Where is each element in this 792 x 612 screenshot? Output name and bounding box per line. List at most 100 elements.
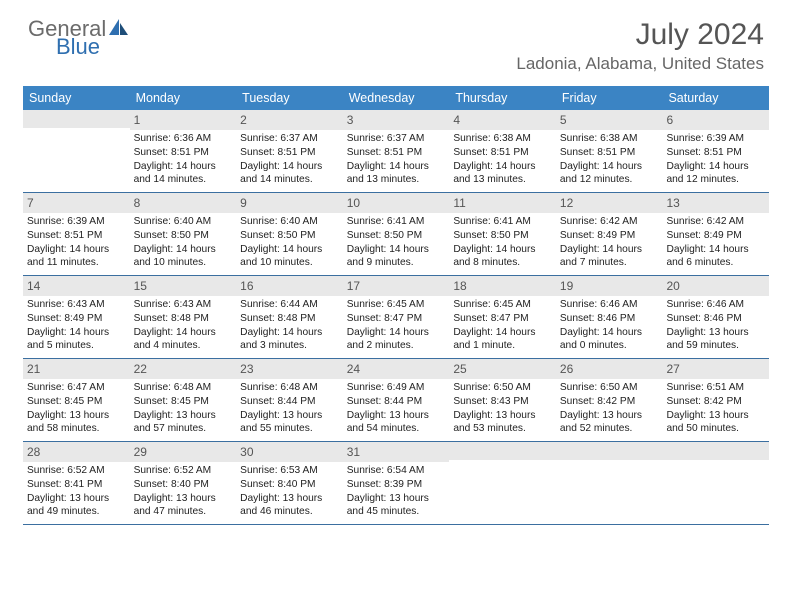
sunset-text: Sunset: 8:51 PM bbox=[453, 146, 552, 160]
day-cell: 19Sunrise: 6:46 AMSunset: 8:46 PMDayligh… bbox=[556, 276, 663, 358]
day-cell: 18Sunrise: 6:45 AMSunset: 8:47 PMDayligh… bbox=[449, 276, 556, 358]
sunrise-text: Sunrise: 6:39 AM bbox=[27, 215, 126, 229]
daylight-text: Daylight: 14 hours and 12 minutes. bbox=[560, 160, 659, 188]
daylight-text: Daylight: 14 hours and 9 minutes. bbox=[347, 243, 446, 271]
sunset-text: Sunset: 8:51 PM bbox=[666, 146, 765, 160]
sunset-text: Sunset: 8:50 PM bbox=[134, 229, 233, 243]
day-number: 8 bbox=[130, 193, 237, 213]
day-number: 17 bbox=[343, 276, 450, 296]
sunset-text: Sunset: 8:43 PM bbox=[453, 395, 552, 409]
sunrise-text: Sunrise: 6:51 AM bbox=[666, 381, 765, 395]
sunrise-text: Sunrise: 6:43 AM bbox=[27, 298, 126, 312]
month-title: July 2024 bbox=[516, 18, 764, 52]
sunset-text: Sunset: 8:47 PM bbox=[453, 312, 552, 326]
daylight-text: Daylight: 13 hours and 52 minutes. bbox=[560, 409, 659, 437]
sunset-text: Sunset: 8:49 PM bbox=[560, 229, 659, 243]
day-cell: 4Sunrise: 6:38 AMSunset: 8:51 PMDaylight… bbox=[449, 110, 556, 192]
day-header-wed: Wednesday bbox=[343, 86, 450, 110]
sunset-text: Sunset: 8:51 PM bbox=[347, 146, 446, 160]
week-row: 14Sunrise: 6:43 AMSunset: 8:49 PMDayligh… bbox=[23, 276, 769, 359]
daylight-text: Daylight: 13 hours and 49 minutes. bbox=[27, 492, 126, 520]
day-header-tue: Tuesday bbox=[236, 86, 343, 110]
day-cell: 1Sunrise: 6:36 AMSunset: 8:51 PMDaylight… bbox=[130, 110, 237, 192]
sunrise-text: Sunrise: 6:42 AM bbox=[666, 215, 765, 229]
day-cell: 2Sunrise: 6:37 AMSunset: 8:51 PMDaylight… bbox=[236, 110, 343, 192]
daylight-text: Daylight: 13 hours and 46 minutes. bbox=[240, 492, 339, 520]
sunrise-text: Sunrise: 6:39 AM bbox=[666, 132, 765, 146]
sunset-text: Sunset: 8:46 PM bbox=[560, 312, 659, 326]
sunrise-text: Sunrise: 6:44 AM bbox=[240, 298, 339, 312]
day-cell: 14Sunrise: 6:43 AMSunset: 8:49 PMDayligh… bbox=[23, 276, 130, 358]
day-number: 5 bbox=[556, 110, 663, 130]
sunset-text: Sunset: 8:42 PM bbox=[666, 395, 765, 409]
title-block: July 2024 Ladonia, Alabama, United State… bbox=[516, 18, 764, 74]
sunset-text: Sunset: 8:40 PM bbox=[240, 478, 339, 492]
day-cell: 6Sunrise: 6:39 AMSunset: 8:51 PMDaylight… bbox=[662, 110, 769, 192]
day-number: 22 bbox=[130, 359, 237, 379]
sunset-text: Sunset: 8:44 PM bbox=[240, 395, 339, 409]
sunset-text: Sunset: 8:50 PM bbox=[453, 229, 552, 243]
sunrise-text: Sunrise: 6:47 AM bbox=[27, 381, 126, 395]
week-row: 21Sunrise: 6:47 AMSunset: 8:45 PMDayligh… bbox=[23, 359, 769, 442]
day-number: 10 bbox=[343, 193, 450, 213]
sunrise-text: Sunrise: 6:41 AM bbox=[347, 215, 446, 229]
daylight-text: Daylight: 13 hours and 55 minutes. bbox=[240, 409, 339, 437]
sunrise-text: Sunrise: 6:42 AM bbox=[560, 215, 659, 229]
logo: GeneralBlue bbox=[28, 18, 130, 62]
daylight-text: Daylight: 13 hours and 57 minutes. bbox=[134, 409, 233, 437]
day-number: 23 bbox=[236, 359, 343, 379]
day-cell: 13Sunrise: 6:42 AMSunset: 8:49 PMDayligh… bbox=[662, 193, 769, 275]
day-cell: 16Sunrise: 6:44 AMSunset: 8:48 PMDayligh… bbox=[236, 276, 343, 358]
day-number: 30 bbox=[236, 442, 343, 462]
sunset-text: Sunset: 8:51 PM bbox=[240, 146, 339, 160]
sunrise-text: Sunrise: 6:45 AM bbox=[347, 298, 446, 312]
sunrise-text: Sunrise: 6:43 AM bbox=[134, 298, 233, 312]
day-number: 28 bbox=[23, 442, 130, 462]
day-number bbox=[556, 442, 663, 460]
daylight-text: Daylight: 14 hours and 14 minutes. bbox=[240, 160, 339, 188]
daylight-text: Daylight: 13 hours and 53 minutes. bbox=[453, 409, 552, 437]
sunset-text: Sunset: 8:50 PM bbox=[347, 229, 446, 243]
sunset-text: Sunset: 8:45 PM bbox=[27, 395, 126, 409]
sunset-text: Sunset: 8:45 PM bbox=[134, 395, 233, 409]
sunrise-text: Sunrise: 6:38 AM bbox=[453, 132, 552, 146]
day-number: 25 bbox=[449, 359, 556, 379]
day-cell: 28Sunrise: 6:52 AMSunset: 8:41 PMDayligh… bbox=[23, 442, 130, 524]
day-cell: 29Sunrise: 6:52 AMSunset: 8:40 PMDayligh… bbox=[130, 442, 237, 524]
sunrise-text: Sunrise: 6:52 AM bbox=[134, 464, 233, 478]
day-cell: 11Sunrise: 6:41 AMSunset: 8:50 PMDayligh… bbox=[449, 193, 556, 275]
day-number: 12 bbox=[556, 193, 663, 213]
daylight-text: Daylight: 14 hours and 5 minutes. bbox=[27, 326, 126, 354]
sunrise-text: Sunrise: 6:38 AM bbox=[560, 132, 659, 146]
daylight-text: Daylight: 13 hours and 58 minutes. bbox=[27, 409, 126, 437]
day-cell: 27Sunrise: 6:51 AMSunset: 8:42 PMDayligh… bbox=[662, 359, 769, 441]
day-cell: 20Sunrise: 6:46 AMSunset: 8:46 PMDayligh… bbox=[662, 276, 769, 358]
day-number: 15 bbox=[130, 276, 237, 296]
day-cell: 21Sunrise: 6:47 AMSunset: 8:45 PMDayligh… bbox=[23, 359, 130, 441]
day-header-fri: Friday bbox=[556, 86, 663, 110]
sunset-text: Sunset: 8:40 PM bbox=[134, 478, 233, 492]
sunrise-text: Sunrise: 6:45 AM bbox=[453, 298, 552, 312]
day-number bbox=[449, 442, 556, 460]
sunset-text: Sunset: 8:51 PM bbox=[27, 229, 126, 243]
day-number: 13 bbox=[662, 193, 769, 213]
day-number: 20 bbox=[662, 276, 769, 296]
day-number: 11 bbox=[449, 193, 556, 213]
sunrise-text: Sunrise: 6:46 AM bbox=[666, 298, 765, 312]
sunset-text: Sunset: 8:49 PM bbox=[27, 312, 126, 326]
day-number: 24 bbox=[343, 359, 450, 379]
sunset-text: Sunset: 8:48 PM bbox=[240, 312, 339, 326]
daylight-text: Daylight: 14 hours and 13 minutes. bbox=[347, 160, 446, 188]
sunrise-text: Sunrise: 6:40 AM bbox=[240, 215, 339, 229]
day-header-row: Sunday Monday Tuesday Wednesday Thursday… bbox=[23, 86, 769, 110]
day-cell bbox=[556, 442, 663, 524]
header: GeneralBlue July 2024 Ladonia, Alabama, … bbox=[0, 0, 792, 78]
sunset-text: Sunset: 8:51 PM bbox=[134, 146, 233, 160]
sunrise-text: Sunrise: 6:53 AM bbox=[240, 464, 339, 478]
day-number: 26 bbox=[556, 359, 663, 379]
daylight-text: Daylight: 14 hours and 0 minutes. bbox=[560, 326, 659, 354]
sunset-text: Sunset: 8:50 PM bbox=[240, 229, 339, 243]
daylight-text: Daylight: 14 hours and 13 minutes. bbox=[453, 160, 552, 188]
sunrise-text: Sunrise: 6:37 AM bbox=[347, 132, 446, 146]
week-row: 28Sunrise: 6:52 AMSunset: 8:41 PMDayligh… bbox=[23, 442, 769, 525]
